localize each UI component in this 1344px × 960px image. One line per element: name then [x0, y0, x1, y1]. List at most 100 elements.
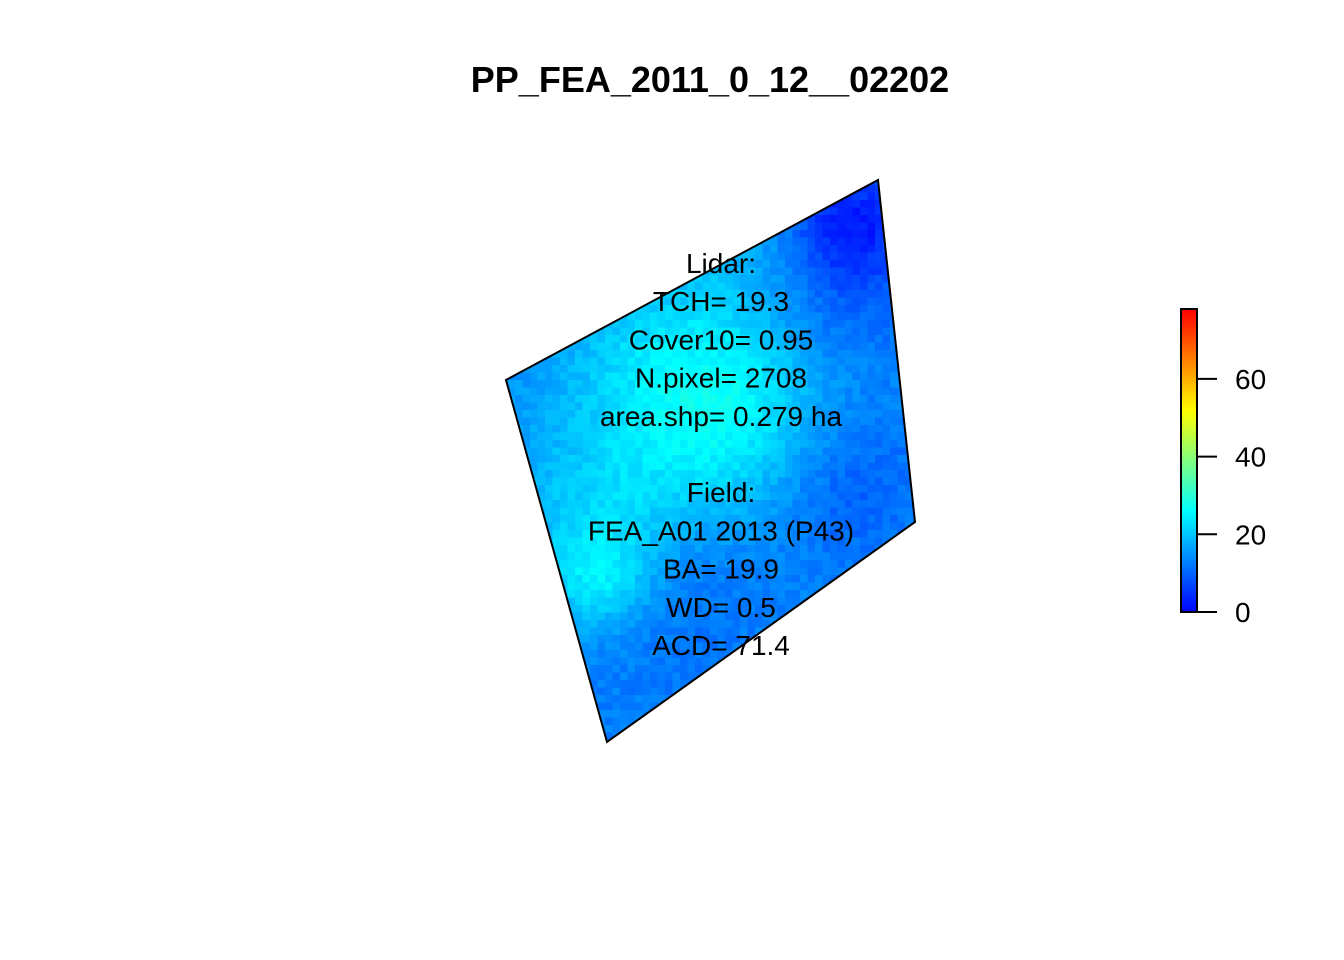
raster-cell: [777, 522, 786, 531]
raster-cell: [815, 710, 823, 718]
raster-cell: [627, 522, 636, 531]
raster-cell: [777, 447, 786, 456]
raster-cell: [560, 477, 568, 486]
raster-cell: [822, 282, 831, 291]
raster-cell: [597, 590, 606, 598]
raster-cell: [506, 477, 508, 486]
raster-cell: [890, 597, 898, 606]
raster-cell: [605, 275, 613, 283]
raster-cell: [680, 597, 688, 606]
raster-cell: [627, 567, 636, 576]
raster-cell: [770, 515, 778, 523]
raster-cell: [807, 485, 816, 493]
raster-cell: [506, 672, 508, 681]
raster-cell: [530, 200, 538, 208]
raster-cell: [612, 665, 621, 673]
raster-cell: [530, 530, 538, 538]
raster-cell: [837, 680, 846, 688]
raster-cell: [747, 200, 756, 208]
raster-cell: [605, 372, 613, 381]
raster-cell: [740, 275, 748, 283]
raster-cell: [717, 612, 726, 621]
raster-cell: [567, 260, 576, 268]
raster-cell: [792, 740, 801, 742]
raster-cell: [710, 372, 718, 381]
raster-cell: [612, 320, 621, 328]
raster-cell: [815, 410, 823, 418]
colorbar-segment: [1181, 587, 1197, 591]
raster-cell: [860, 710, 868, 718]
raster-cell: [777, 207, 786, 216]
raster-cell: [882, 725, 891, 733]
raster-cell: [582, 372, 591, 381]
raster-cell: [815, 500, 823, 508]
raster-cell: [605, 725, 613, 733]
raster-cell: [732, 605, 741, 613]
raster-cell: [612, 702, 621, 711]
raster-cell: [537, 620, 546, 628]
raster-cell: [642, 395, 651, 403]
raster-cell: [785, 702, 793, 711]
raster-cell: [732, 680, 741, 688]
raster-cell: [597, 335, 606, 343]
raster-cell: [852, 305, 861, 313]
raster-cell: [905, 342, 913, 351]
raster-cell: [890, 417, 898, 426]
raster-cell: [537, 492, 546, 501]
raster-cell: [537, 530, 546, 538]
raster-cell: [597, 402, 606, 411]
raster-cell: [507, 530, 516, 538]
raster-cell: [770, 560, 778, 568]
raster-cell: [800, 282, 808, 291]
raster-cell: [785, 440, 793, 448]
raster-cell: [732, 732, 741, 741]
raster-cell: [687, 455, 696, 463]
raster-cell: [710, 515, 718, 523]
raster-cell: [672, 327, 681, 336]
raster-cell: [552, 620, 561, 628]
raster-cell: [642, 432, 651, 441]
raster-cell: [515, 350, 523, 358]
raster-cell: [732, 335, 741, 343]
raster-cell: [665, 612, 673, 621]
raster-cell: [627, 702, 636, 711]
plot-boundary: [504, 178, 917, 744]
raster-cell: [650, 507, 658, 516]
raster-cell: [845, 492, 853, 501]
raster-cell: [777, 282, 786, 291]
raster-cell: [800, 545, 808, 553]
raster-cell: [740, 387, 748, 396]
raster-cell: [702, 597, 711, 606]
raster-cell: [650, 612, 658, 621]
raster-cell: [665, 552, 673, 561]
raster-cell: [852, 402, 861, 411]
raster-cell: [702, 657, 711, 666]
raster-cell: [642, 567, 651, 576]
raster-cell: [882, 395, 891, 403]
raster-cell: [612, 425, 621, 433]
raster-cell: [777, 327, 786, 336]
raster-cell: [665, 297, 673, 306]
raster-cell: [875, 560, 883, 568]
raster-cell: [785, 477, 793, 486]
raster-cell: [755, 305, 763, 313]
raster-cell: [702, 180, 711, 186]
colorbar-segment: [1181, 508, 1197, 512]
raster-cell: [597, 657, 606, 666]
raster-cell: [912, 642, 915, 651]
raster-cell: [620, 575, 628, 583]
raster-cell: [590, 297, 598, 306]
raster-cell: [830, 500, 838, 508]
raster-cell: [912, 312, 915, 321]
colorbar-segment: [1181, 500, 1197, 504]
raster-cell: [635, 702, 643, 711]
raster-cell: [665, 740, 673, 742]
raster-cell: [650, 552, 658, 561]
raster-cell: [515, 515, 523, 523]
raster-cell: [650, 687, 658, 696]
raster-cell: [792, 200, 801, 208]
raster-cell: [875, 170, 883, 178]
raster-cell: [717, 605, 726, 613]
raster-cell: [912, 425, 915, 433]
raster-cell: [830, 597, 838, 606]
